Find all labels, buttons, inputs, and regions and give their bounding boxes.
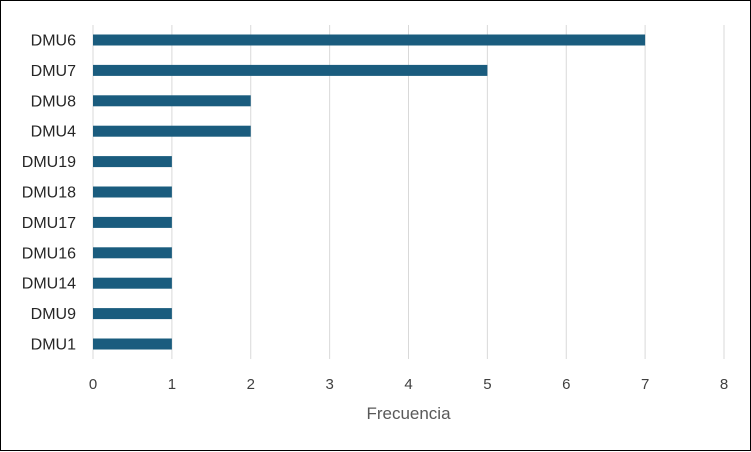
category-label-dmu1: DMU1 [31, 337, 76, 354]
bar-dmu8 [93, 95, 251, 107]
category-label-dmu6: DMU6 [31, 33, 76, 50]
category-label-dmu7: DMU7 [31, 63, 76, 80]
category-label-dmu8: DMU8 [31, 93, 76, 110]
bar-dmu9 [93, 308, 172, 320]
category-label-dmu14: DMU14 [22, 276, 76, 293]
x-tick-label: 2 [247, 376, 255, 393]
bars [93, 34, 646, 350]
bar-dmu6 [93, 34, 646, 46]
bar-dmu19 [93, 156, 172, 168]
x-tick-label: 4 [404, 376, 412, 393]
category-label-dmu17: DMU17 [22, 215, 76, 232]
x-axis-title: Frecuencia [366, 404, 451, 423]
x-tick-label: 5 [483, 376, 491, 393]
bar-dmu1 [93, 338, 172, 350]
x-tick-label: 7 [641, 376, 649, 393]
x-tick-label: 3 [325, 376, 333, 393]
category-label-dmu9: DMU9 [31, 306, 76, 323]
x-tick-label: 8 [720, 376, 728, 393]
x-tick-label: 6 [562, 376, 570, 393]
gridlines [92, 25, 725, 359]
bar-dmu14 [93, 277, 172, 289]
x-tick-labels: 0 1 2 3 4 5 6 7 8 [89, 376, 728, 393]
bar-dmu4 [93, 125, 251, 137]
category-label-dmu19: DMU19 [22, 154, 76, 171]
bar-dmu18 [93, 186, 172, 198]
category-label-dmu16: DMU16 [22, 245, 76, 262]
bar-dmu7 [93, 64, 488, 76]
category-label-dmu4: DMU4 [31, 124, 76, 141]
x-tick-label: 1 [168, 376, 176, 393]
category-labels: DMU6 DMU7 DMU8 DMU4 DMU19 DMU18 DMU17 DMU16 DMU1… [22, 33, 76, 354]
x-tick-label: 0 [89, 376, 97, 393]
bar-dmu17 [93, 216, 172, 228]
category-label-dmu18: DMU18 [22, 185, 76, 202]
bar-dmu16 [93, 247, 172, 259]
